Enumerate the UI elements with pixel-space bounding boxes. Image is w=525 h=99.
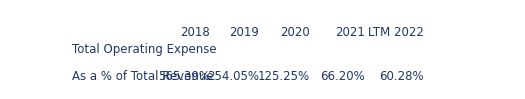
- Text: 60.28%: 60.28%: [379, 70, 424, 83]
- Text: 2018: 2018: [180, 26, 210, 39]
- Text: 2020: 2020: [280, 26, 310, 39]
- Text: 254.05%: 254.05%: [207, 70, 259, 83]
- Text: LTM 2022: LTM 2022: [368, 26, 424, 39]
- Text: 125.25%: 125.25%: [258, 70, 310, 83]
- Text: 565.39%: 565.39%: [158, 70, 210, 83]
- Text: 2019: 2019: [229, 26, 259, 39]
- Text: 66.20%: 66.20%: [320, 70, 365, 83]
- Text: 2021: 2021: [335, 26, 365, 39]
- Text: As a % of Total Revenue: As a % of Total Revenue: [72, 70, 213, 83]
- Text: Total Operating Expense: Total Operating Expense: [72, 43, 216, 57]
